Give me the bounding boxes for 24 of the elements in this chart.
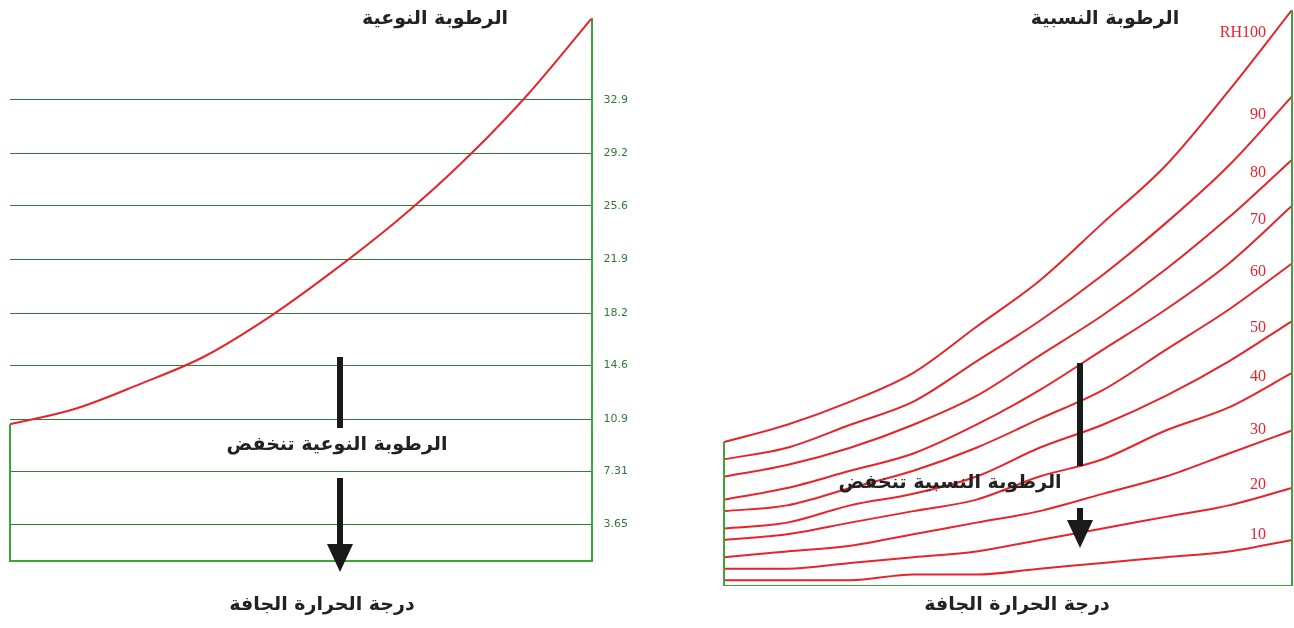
y-tick-label: 7.31 <box>603 464 629 478</box>
chart-title: الرطوبة النوعية <box>361 6 509 28</box>
series-label: 40 <box>1250 367 1266 385</box>
y-tick-label: 25.6 <box>603 198 629 212</box>
y-tick-label: 3.65 <box>603 517 629 531</box>
series-label: 90 <box>1250 104 1266 122</box>
series-label: 70 <box>1250 209 1266 227</box>
y-tick-label: 32.9 <box>603 92 629 106</box>
series-label: 50 <box>1250 317 1266 335</box>
series-label: 10 <box>1250 524 1266 542</box>
series-label: 60 <box>1250 262 1266 280</box>
chart-title: الرطوبة النسبية <box>1030 6 1180 28</box>
series-label: 30 <box>1250 419 1266 437</box>
series-label: 80 <box>1250 163 1266 181</box>
y-tick-label: 14.6 <box>603 358 629 372</box>
annotation: الرطوبة النوعية تنخفض <box>226 432 448 454</box>
series-label: RH100 <box>1219 23 1266 41</box>
x-axis-title: درجة الحرارة الجافة <box>924 592 1110 614</box>
y-tick-label: 18.2 <box>603 306 629 320</box>
series-label: 20 <box>1250 475 1266 493</box>
y-tick-label: 10.9 <box>603 412 629 426</box>
y-tick-label: 29.2 <box>603 146 629 160</box>
x-axis-title: درجة الحرارة الجافة <box>229 592 415 614</box>
y-tick-label: 21.9 <box>603 252 629 266</box>
